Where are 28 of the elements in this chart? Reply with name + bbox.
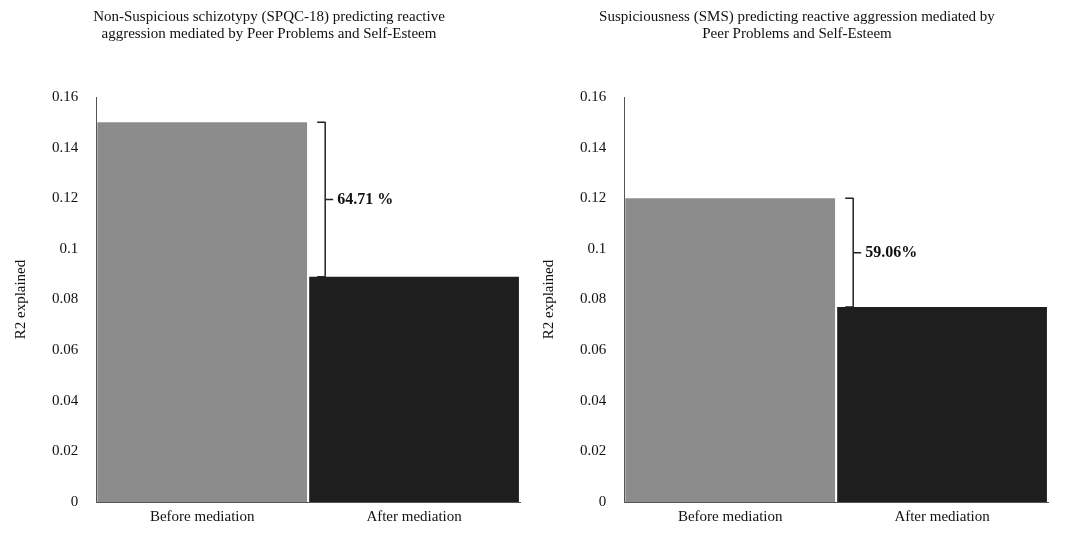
- y-tick-label: 0.02: [52, 442, 79, 459]
- y-tick-label: 0.1: [587, 239, 607, 256]
- y-tick-label: 0.14: [52, 138, 79, 155]
- y-tick-label: 0.04: [580, 391, 607, 408]
- y-tick-label: 0.08: [52, 290, 79, 307]
- chart-title: Non-Suspicious schizotypy (SPQC-18) predicting reactive aggression mediated by Peer Problems and Self-Esteem: [92, 8, 446, 43]
- y-tick-label: 0.16: [580, 87, 607, 104]
- x-tick-label: Before mediation: [149, 507, 255, 524]
- chart-title: Suspiciousness (SMS) predicting reactive aggression mediated by Peer Problems and Self-Esteem: [598, 8, 996, 43]
- y-tick-label: 0.12: [580, 189, 607, 206]
- y-tick-label: 0.06: [580, 341, 607, 358]
- annotation: 64.71 %: [337, 189, 394, 207]
- y-tick-label: 0.16: [52, 87, 79, 104]
- x-tick-label: After mediation: [366, 507, 463, 524]
- y-axis-title: R2 explained: [11, 259, 28, 340]
- y-tick-label: 0.12: [52, 189, 79, 206]
- y-tick-label: 0: [70, 492, 79, 509]
- y-tick-label: 0.04: [52, 391, 79, 408]
- y-tick-label: 0.02: [580, 442, 607, 459]
- x-tick-label: Before mediation: [677, 507, 783, 524]
- x-tick-label: After mediation: [894, 507, 991, 524]
- y-tick-label: 0.1: [59, 239, 79, 256]
- y-tick-label: 0.06: [52, 341, 79, 358]
- y-tick-label: 0: [598, 492, 607, 509]
- y-tick-label: 0.08: [580, 290, 607, 307]
- annotation: 59.06%: [865, 242, 918, 260]
- y-axis-title: R2 explained: [539, 259, 556, 340]
- y-tick-label: 0.14: [580, 138, 607, 155]
